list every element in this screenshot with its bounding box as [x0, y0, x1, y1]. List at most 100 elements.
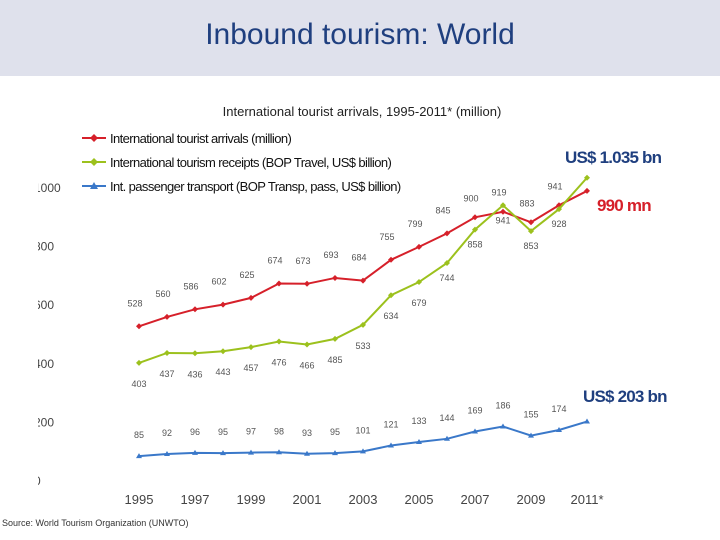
data-point [248, 294, 254, 301]
data-point [500, 208, 506, 215]
data-point [500, 202, 506, 209]
data-point [332, 274, 338, 281]
data-label: 101 [355, 425, 370, 435]
data-label: 679 [411, 298, 426, 308]
data-label: 634 [383, 311, 398, 321]
data-label: 169 [467, 405, 482, 415]
data-label: 684 [351, 253, 366, 263]
data-label: 96 [190, 427, 200, 437]
data-point [472, 214, 478, 221]
data-label: 437 [159, 369, 174, 379]
data-point [360, 448, 366, 454]
x-tick-label: 1995 [125, 492, 154, 507]
data-point [584, 174, 590, 181]
data-point [248, 449, 254, 455]
data-point [304, 280, 310, 287]
data-point [444, 230, 450, 237]
data-label: 533 [355, 341, 370, 351]
data-point [360, 321, 366, 328]
data-point [220, 348, 226, 355]
data-label: 919 [491, 188, 506, 198]
data-label: 186 [495, 401, 510, 411]
data-label: 528 [127, 298, 142, 308]
line-chart: International tourist arrivals, 1995-201… [34, 104, 668, 507]
data-label: 602 [211, 277, 226, 287]
data-point [164, 349, 170, 356]
data-point [276, 338, 282, 345]
data-label: 744 [439, 273, 454, 283]
data-point [444, 260, 450, 267]
data-label: 95 [330, 427, 340, 437]
data-point [416, 243, 422, 250]
data-point [584, 187, 590, 194]
data-point [388, 256, 394, 263]
y-tick-label: 600 [38, 298, 54, 312]
data-label: 755 [379, 232, 394, 242]
data-label: 121 [383, 420, 398, 430]
data-label: 674 [267, 256, 282, 266]
annotation-transport-2011: US$ 203 bn [583, 387, 667, 406]
data-point [192, 306, 198, 313]
data-label: 95 [218, 427, 228, 437]
data-label: 85 [134, 430, 144, 440]
data-point [500, 423, 506, 429]
data-point [528, 432, 534, 438]
data-label: 476 [271, 358, 286, 368]
y-tick-label: 0 [38, 474, 41, 488]
y-tick-label: 400 [38, 357, 54, 371]
data-point [192, 350, 198, 357]
data-label: 155 [523, 410, 538, 420]
data-label: 98 [274, 426, 284, 436]
legend-label: International tourist arrivals (million) [110, 131, 291, 146]
data-point [276, 280, 282, 287]
data-label: 693 [323, 250, 338, 260]
data-point [220, 450, 226, 456]
data-label: 858 [467, 240, 482, 250]
data-point [584, 418, 590, 424]
data-point [556, 427, 562, 433]
y-tick-label: 800 [38, 240, 54, 254]
data-point [164, 451, 170, 457]
x-tick-label: 1997 [181, 492, 210, 507]
data-point [192, 449, 198, 455]
data-label: 845 [435, 205, 450, 215]
legend-label: International tourism receipts (BOP Trav… [110, 155, 391, 170]
data-label: 900 [463, 193, 478, 203]
data-label: 560 [155, 289, 170, 299]
data-label: 97 [246, 427, 256, 437]
data-point [332, 450, 338, 456]
data-point [556, 206, 562, 213]
legend-label: Int. passenger transport (BOP Transp, pa… [110, 179, 401, 194]
data-label: 853 [523, 241, 538, 251]
y-tick-label: 200 [38, 415, 54, 429]
data-point [360, 277, 366, 284]
data-label: 928 [551, 219, 566, 229]
data-label: 466 [299, 360, 314, 370]
data-label: 93 [302, 428, 312, 438]
x-tick-label: 2001 [293, 492, 322, 507]
data-label: 586 [183, 281, 198, 291]
data-point [136, 323, 142, 330]
data-point [472, 226, 478, 233]
slide-header [0, 0, 720, 76]
annotation-arrivals-2011: 990 mn [597, 196, 651, 215]
data-point [220, 301, 226, 308]
data-label: 174 [551, 404, 566, 414]
x-tick-label: 2003 [349, 492, 378, 507]
data-point [136, 359, 142, 366]
data-point [528, 228, 534, 235]
source-note: Source: World Tourism Organization (UNWT… [2, 518, 189, 528]
chart-panel: International tourist arrivals, 1995-201… [34, 86, 690, 514]
chart-title: International tourist arrivals, 1995-201… [223, 104, 502, 119]
data-point [416, 439, 422, 445]
data-point [136, 453, 142, 459]
data-label: 941 [547, 181, 562, 191]
data-label: 485 [327, 355, 342, 365]
slide-title: Inbound tourism: World [205, 18, 515, 51]
data-point [304, 341, 310, 348]
data-label: 144 [439, 413, 454, 423]
y-tick-label: 1000 [38, 181, 61, 195]
data-point [164, 313, 170, 320]
x-tick-label: 2007 [461, 492, 490, 507]
data-label: 883 [519, 198, 534, 208]
